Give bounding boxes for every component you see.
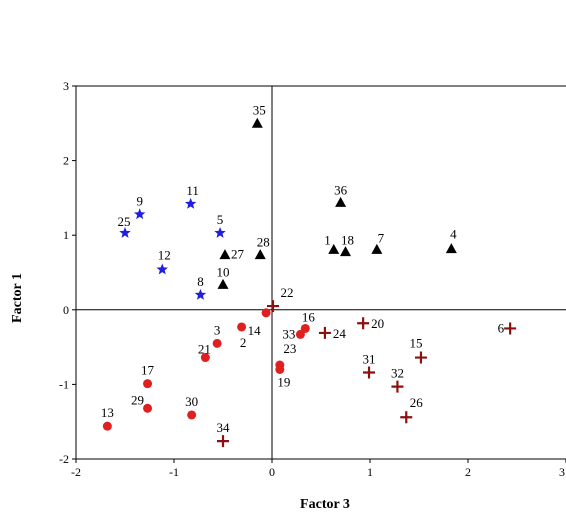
point-10 (217, 278, 229, 289)
point-33 (295, 329, 305, 339)
point-label-27: 27 (231, 247, 245, 262)
point-14 (237, 322, 247, 332)
point-label-35: 35 (253, 102, 266, 117)
point-label-14: 14 (248, 323, 262, 338)
point-label-28: 28 (257, 235, 270, 250)
y-tick-label: 2 (63, 154, 69, 168)
point-4 (445, 243, 457, 254)
point-label-30: 30 (185, 394, 198, 409)
point-label-23: 23 (283, 341, 296, 356)
point-label-29: 29 (131, 392, 144, 407)
point-label-21: 21 (198, 342, 211, 357)
point-label-22: 22 (280, 285, 293, 300)
point-5 (214, 226, 226, 238)
plot-frame (75, 85, 566, 460)
point-label-5: 5 (217, 212, 224, 227)
point-35 (251, 117, 263, 128)
point-16 (300, 323, 310, 333)
point-12 (156, 263, 168, 275)
point-3 (212, 338, 222, 348)
point-label-11: 11 (186, 183, 199, 198)
point-24 (318, 326, 331, 339)
point-label-20: 20 (371, 316, 384, 331)
point-label-33: 33 (282, 326, 295, 341)
point-label-36: 36 (334, 182, 348, 197)
point-28 (254, 249, 266, 260)
point-30 (187, 410, 197, 420)
point-label-15: 15 (409, 336, 422, 351)
point-22 (266, 300, 279, 313)
point-26 (400, 411, 413, 424)
point-label-6: 6 (498, 320, 505, 335)
point-25 (119, 226, 131, 238)
point-label-17: 17 (141, 363, 155, 378)
point-label-3: 3 (214, 322, 221, 337)
point-label-16: 16 (302, 309, 316, 324)
point-15 (414, 351, 427, 364)
x-tick-label: -1 (169, 465, 179, 479)
point-label-12: 12 (158, 248, 171, 263)
point-36 (335, 196, 347, 207)
point-label-13: 13 (101, 405, 114, 420)
point-label-32: 32 (391, 366, 404, 381)
point-8 (194, 288, 207, 300)
point-label-1: 1 (324, 232, 331, 247)
point-13 (102, 421, 112, 431)
point-label-31: 31 (363, 351, 376, 366)
point-31 (363, 366, 376, 379)
point-18 (340, 246, 351, 257)
point-label-24: 24 (333, 326, 347, 341)
y-tick-label: 3 (63, 79, 69, 93)
point-label-7: 7 (378, 230, 385, 245)
point-17 (143, 379, 153, 389)
point-label-26: 26 (410, 395, 424, 410)
point-19 (275, 364, 285, 374)
point-label-19: 19 (277, 374, 290, 389)
point-1 (328, 243, 340, 254)
y-tick-label: -1 (59, 377, 69, 391)
y-tick-label: 0 (63, 303, 69, 317)
point-2 (261, 308, 271, 318)
x-tick-label: -2 (71, 465, 81, 479)
point-7 (371, 243, 383, 254)
point-27 (219, 249, 231, 260)
point-label-10: 10 (217, 264, 230, 279)
x-tick-label: 0 (269, 465, 275, 479)
point-label-2: 2 (240, 335, 247, 350)
x-tick-label: 2 (465, 465, 471, 479)
x-tick-label: 3 (559, 465, 565, 479)
point-29 (143, 403, 153, 413)
y-tick-label: -2 (59, 452, 69, 466)
y-axis-title: Factor 1 (10, 273, 25, 323)
point-6 (504, 322, 517, 335)
point-34 (217, 435, 229, 448)
point-label-9: 9 (136, 193, 143, 208)
point-11 (184, 197, 197, 209)
y-tick-label: 1 (63, 228, 69, 242)
point-label-25: 25 (118, 214, 131, 229)
point-9 (133, 208, 146, 220)
point-20 (357, 317, 370, 330)
point-label-18: 18 (341, 233, 354, 248)
x-axis-title: Factor 3 (300, 497, 350, 512)
point-label-34: 34 (217, 420, 231, 435)
x-tick-label: 1 (367, 465, 373, 479)
point-label-8: 8 (197, 274, 204, 289)
point-label-4: 4 (450, 227, 457, 242)
point-32 (391, 380, 404, 393)
point-21 (200, 353, 210, 363)
